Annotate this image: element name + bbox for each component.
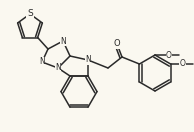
Text: N: N [85, 55, 91, 65]
Text: N: N [55, 63, 61, 72]
Text: O: O [166, 51, 172, 60]
Text: N: N [60, 37, 66, 46]
Text: O: O [114, 39, 120, 48]
Text: S: S [27, 10, 33, 18]
Text: O: O [180, 60, 185, 69]
Text: N: N [39, 58, 45, 67]
